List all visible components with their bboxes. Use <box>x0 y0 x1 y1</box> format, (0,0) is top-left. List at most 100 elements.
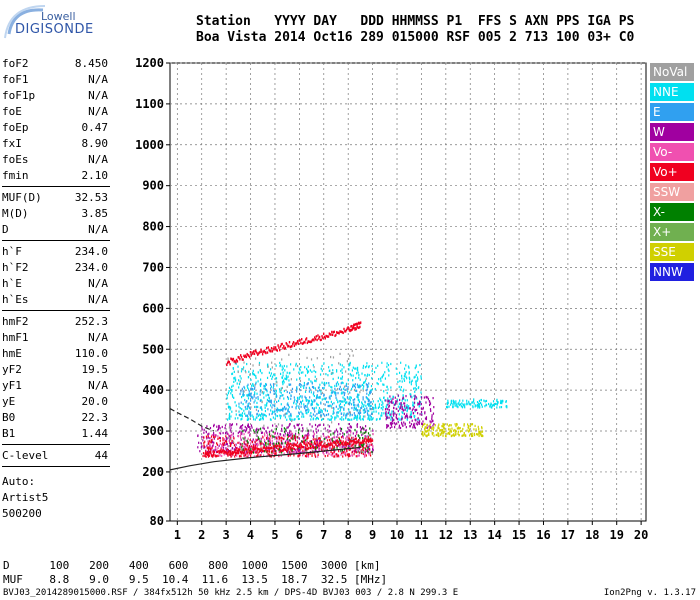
echo-point <box>396 400 398 403</box>
echo-point <box>321 381 323 384</box>
echo-point <box>244 398 246 402</box>
echo-point <box>471 401 473 404</box>
echo-point <box>221 446 223 449</box>
echo-point <box>230 455 232 458</box>
echo-point <box>213 435 215 439</box>
echo-point <box>226 437 228 440</box>
echo-point <box>345 384 347 388</box>
echo-point <box>279 414 281 417</box>
echo-point <box>393 403 395 406</box>
echo-point <box>452 404 454 407</box>
echo-point <box>368 366 370 369</box>
echo-point <box>263 384 265 388</box>
param-value: 110.0 <box>74 347 108 360</box>
echo-point <box>311 401 313 404</box>
echo-point <box>237 452 240 455</box>
trace-point <box>314 336 316 339</box>
echo-point <box>259 378 262 381</box>
echo-point <box>390 413 392 416</box>
echo-point <box>314 447 317 451</box>
trace-point <box>309 340 312 344</box>
echo-point <box>207 447 210 450</box>
echo-point <box>267 452 269 456</box>
trace-point <box>287 345 289 348</box>
header-value: 2014 <box>274 30 314 45</box>
echo-point <box>273 404 276 408</box>
echo-point <box>233 380 235 383</box>
echo-point <box>307 365 310 368</box>
echo-point <box>275 391 277 394</box>
param-row: foE N/A <box>2 104 108 120</box>
header-value: 015000 <box>391 30 447 45</box>
echo-point <box>365 404 367 407</box>
trace-point <box>352 439 354 443</box>
echo-point <box>393 406 395 409</box>
echo-point <box>261 400 263 404</box>
trace-point <box>271 350 274 353</box>
echo-point <box>266 376 269 379</box>
echo-point <box>323 423 325 427</box>
echo-point <box>318 411 321 414</box>
trace-point <box>265 351 267 355</box>
echo-point <box>401 415 403 418</box>
echo-point <box>319 383 321 386</box>
echo-point <box>295 435 298 438</box>
echo-point <box>246 444 249 447</box>
echo-point <box>482 434 484 438</box>
echo-point <box>340 388 343 391</box>
trace-point <box>296 445 299 448</box>
trace-point <box>366 439 369 442</box>
echo-point <box>313 433 315 436</box>
echo-point <box>276 381 278 384</box>
echo-point <box>320 402 322 405</box>
echo-point <box>360 406 363 409</box>
echo-point <box>330 450 332 454</box>
trace-point <box>346 442 348 445</box>
echo-point <box>367 404 370 407</box>
echo-point <box>331 386 333 389</box>
echo-point <box>283 405 286 409</box>
trace-point <box>226 452 228 455</box>
echo-point <box>207 433 209 436</box>
echo-point <box>289 439 291 442</box>
echo-point <box>265 383 268 386</box>
param-value: N/A <box>88 73 108 86</box>
trace-point <box>258 448 261 451</box>
echo-point <box>421 430 423 434</box>
echo-point <box>400 402 402 405</box>
echo-point <box>318 409 320 412</box>
echo-point <box>367 443 369 446</box>
echo-point <box>301 454 304 457</box>
param-row: h`F2 234.0 <box>2 260 108 276</box>
echo-point <box>424 430 426 433</box>
trace-point <box>315 446 318 449</box>
echo-point <box>267 365 269 368</box>
echo-point <box>337 407 339 411</box>
echo-point <box>300 384 302 387</box>
echo-point <box>379 397 381 400</box>
echo-point <box>423 432 426 435</box>
echo-point <box>312 438 314 441</box>
echo-point <box>348 454 350 458</box>
echo-point <box>260 441 262 444</box>
echo-point <box>229 417 231 420</box>
echo-point <box>250 392 252 395</box>
param-value: 8.450 <box>74 57 108 70</box>
echo-point <box>411 396 413 399</box>
echo-point <box>356 404 358 407</box>
echo-point <box>398 418 400 421</box>
echo-point <box>342 455 344 458</box>
echo-point <box>404 373 406 376</box>
echo-point <box>404 408 406 412</box>
echo-point <box>310 440 313 444</box>
echo-point <box>350 403 353 406</box>
echo-point <box>297 423 300 426</box>
echo-point <box>313 365 315 369</box>
echo-point <box>226 397 228 400</box>
echo-point <box>477 406 479 409</box>
param-label: foEp <box>2 121 29 134</box>
echo-point <box>403 412 406 415</box>
echo-point <box>432 428 435 431</box>
echo-point <box>397 405 399 408</box>
echo-point <box>263 438 266 442</box>
